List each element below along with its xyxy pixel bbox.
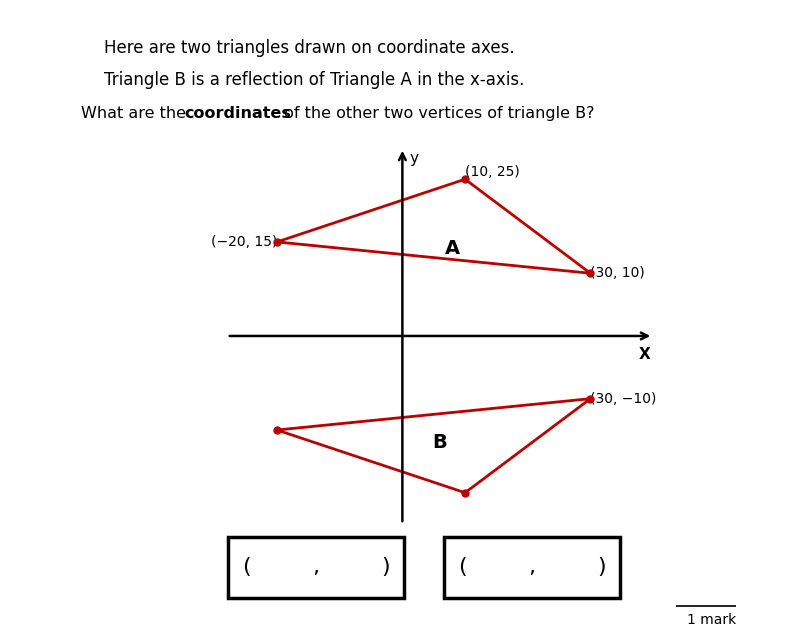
Text: ): ) (598, 557, 606, 577)
Text: (: ( (242, 557, 250, 577)
Text: (10, 25): (10, 25) (465, 165, 520, 179)
Text: (30, 10): (30, 10) (590, 266, 646, 280)
Point (584, 394, 597, 404)
Text: 1 mark: 1 mark (686, 613, 736, 627)
Text: 1: 1 (32, 36, 44, 54)
Text: ,: , (313, 557, 319, 577)
Text: of the other two vertices of triangle B?: of the other two vertices of triangle B? (279, 105, 595, 121)
Text: (: ( (458, 557, 466, 577)
Point (458, 174, 471, 185)
Text: B: B (433, 433, 447, 452)
Text: ,: , (529, 557, 535, 577)
Point (584, 268, 597, 278)
Text: What are the: What are the (81, 105, 190, 121)
Point (270, 425, 283, 435)
Text: coordinates: coordinates (184, 105, 291, 121)
Text: A: A (445, 239, 460, 258)
Text: X: X (638, 347, 650, 362)
Point (270, 237, 283, 247)
Text: Here are two triangles drawn on coordinate axes.: Here are two triangles drawn on coordina… (104, 39, 514, 57)
Text: (30, −10): (30, −10) (590, 392, 657, 406)
Point (458, 487, 471, 498)
Text: (−20, 15): (−20, 15) (210, 235, 277, 249)
Text: ): ) (382, 557, 390, 577)
Text: y: y (410, 151, 419, 166)
Text: Triangle B is a reflection of Triangle A in the x-axis.: Triangle B is a reflection of Triangle A… (104, 71, 524, 89)
